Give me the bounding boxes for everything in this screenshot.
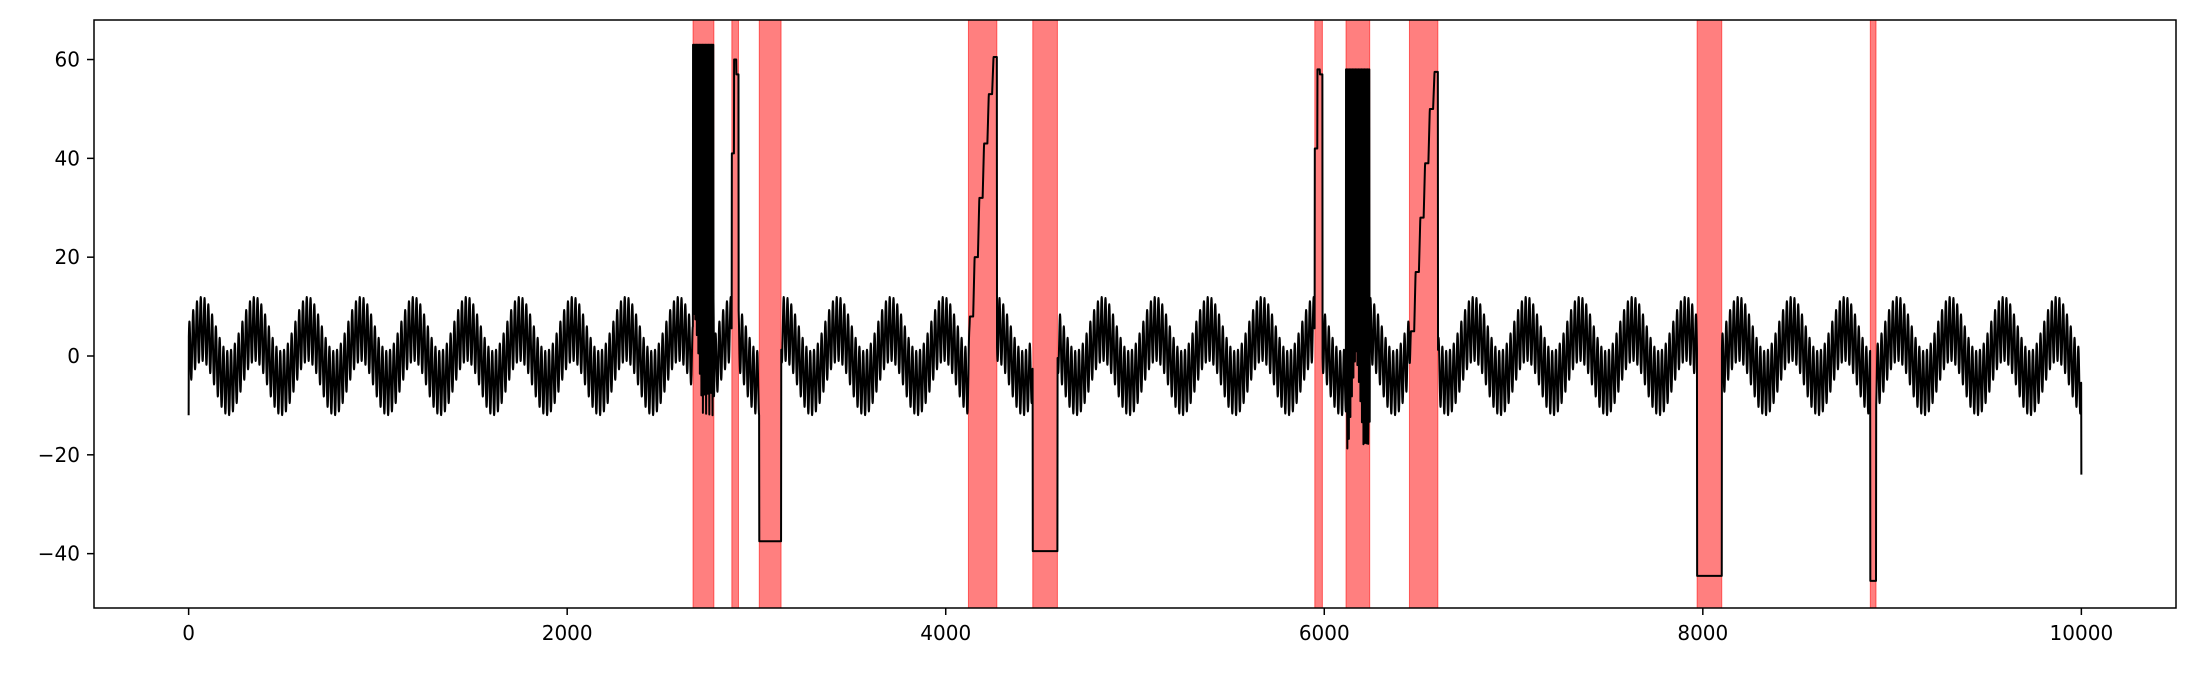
x-tick-label: 2000: [542, 621, 593, 645]
y-tick-label: −40: [38, 542, 80, 566]
series-layer: [187, 43, 2083, 582]
x-tick-label: 0: [182, 621, 195, 645]
anomaly-band-3: [758, 19, 782, 609]
tick-marks: 0 2000 4000 6000 8000 10000 −40 −20 0 20 40 60: [38, 48, 2113, 645]
anomaly-bands: [692, 19, 1877, 609]
series-line: [187, 43, 2083, 582]
y-tick-label: −20: [38, 443, 80, 467]
plot-frame: [93, 19, 2177, 609]
y-tick-label: 40: [55, 146, 80, 170]
y-tick-label: 20: [55, 245, 80, 269]
anomaly-band-6: [1314, 19, 1323, 609]
anomaly-band-5: [1032, 19, 1058, 609]
anomaly-band-2: [731, 19, 739, 609]
x-tick-label: 8000: [1677, 621, 1728, 645]
x-tick-label: 4000: [920, 621, 971, 645]
anomaly-band-9: [1696, 19, 1723, 609]
axes: [93, 19, 2177, 609]
x-tick-label: 6000: [1299, 621, 1350, 645]
y-tick-label: 60: [55, 48, 80, 72]
x-tick-label: 10000: [2050, 621, 2114, 645]
y-tick-label: 0: [67, 344, 80, 368]
